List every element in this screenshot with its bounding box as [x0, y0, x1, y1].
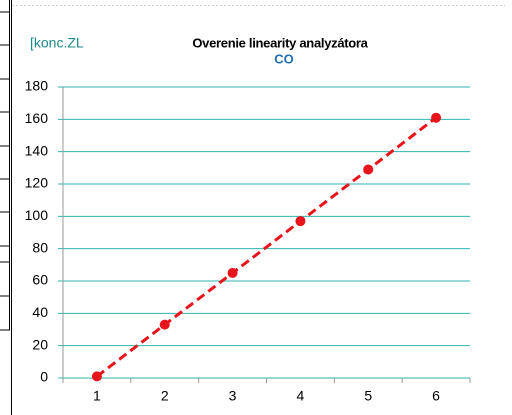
chart-title: Overenie linearity analyzátora — [192, 35, 368, 50]
data-point — [295, 216, 306, 227]
y-tick-label: 140 — [25, 142, 49, 158]
sheet-cells — [0, 0, 12, 415]
y-tick-label: 120 — [25, 175, 49, 191]
y-tick-label: 100 — [25, 207, 49, 223]
y-tick-label: 60 — [32, 272, 48, 288]
y-axis-label: [konc.ZL — [30, 35, 84, 51]
y-tick-label: 160 — [25, 110, 49, 126]
x-tick-label: 2 — [161, 388, 169, 404]
x-tick-label: 5 — [364, 388, 372, 404]
series-line — [96, 116, 437, 378]
data-point — [227, 267, 238, 278]
data-point — [431, 112, 442, 123]
x-tick-label: 1 — [93, 388, 101, 404]
data-point — [91, 371, 102, 382]
chart-subtitle: CO — [274, 51, 294, 66]
data-point — [159, 319, 170, 330]
x-tick-label: 6 — [432, 388, 440, 404]
y-tick-label: 20 — [32, 336, 48, 352]
data-point — [363, 164, 374, 175]
x-tick-label: 3 — [229, 388, 237, 404]
y-tick-label: 0 — [40, 369, 48, 385]
y-tick-label: 40 — [32, 304, 48, 320]
x-tick-label: 4 — [297, 388, 305, 404]
y-tick-label: 180 — [25, 78, 49, 94]
y-tick-label: 80 — [32, 239, 48, 255]
